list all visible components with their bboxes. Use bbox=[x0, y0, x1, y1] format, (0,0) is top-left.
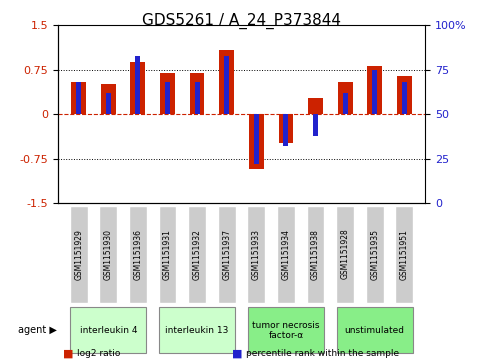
Bar bbox=[372, 70, 377, 114]
FancyBboxPatch shape bbox=[218, 206, 236, 303]
FancyBboxPatch shape bbox=[247, 206, 265, 303]
Bar bbox=[249, 114, 264, 169]
Text: GSM1151930: GSM1151930 bbox=[104, 229, 113, 280]
Text: log2 ratio: log2 ratio bbox=[77, 350, 121, 358]
Text: GSM1151932: GSM1151932 bbox=[193, 229, 201, 280]
FancyBboxPatch shape bbox=[188, 206, 206, 303]
Text: GSM1151937: GSM1151937 bbox=[222, 229, 231, 280]
Bar bbox=[106, 93, 111, 114]
FancyBboxPatch shape bbox=[159, 307, 235, 353]
Bar bbox=[165, 82, 170, 114]
Text: interleukin 13: interleukin 13 bbox=[165, 326, 229, 335]
FancyBboxPatch shape bbox=[307, 206, 325, 303]
Bar bbox=[397, 76, 412, 114]
Text: tumor necrosis
factor-α: tumor necrosis factor-α bbox=[252, 321, 320, 340]
Text: GSM1151951: GSM1151951 bbox=[400, 229, 409, 280]
FancyBboxPatch shape bbox=[99, 206, 117, 303]
Bar bbox=[402, 82, 407, 114]
Text: GSM1151933: GSM1151933 bbox=[252, 229, 261, 280]
Bar bbox=[254, 114, 259, 164]
FancyBboxPatch shape bbox=[396, 206, 413, 303]
FancyBboxPatch shape bbox=[336, 206, 354, 303]
Bar bbox=[76, 82, 81, 114]
Text: percentile rank within the sample: percentile rank within the sample bbox=[246, 350, 399, 358]
FancyBboxPatch shape bbox=[70, 307, 146, 353]
Text: GDS5261 / A_24_P373844: GDS5261 / A_24_P373844 bbox=[142, 13, 341, 29]
Text: GSM1151929: GSM1151929 bbox=[74, 229, 83, 280]
Text: GSM1151938: GSM1151938 bbox=[311, 229, 320, 280]
FancyBboxPatch shape bbox=[158, 206, 176, 303]
Text: GSM1151934: GSM1151934 bbox=[282, 229, 290, 280]
Bar bbox=[342, 93, 348, 114]
Text: GSM1151935: GSM1151935 bbox=[370, 229, 379, 280]
Text: ■: ■ bbox=[232, 349, 242, 359]
FancyBboxPatch shape bbox=[70, 206, 87, 303]
Bar bbox=[160, 73, 175, 114]
Bar bbox=[190, 73, 204, 114]
Bar bbox=[135, 56, 141, 114]
Text: agent ▶: agent ▶ bbox=[17, 325, 57, 335]
FancyBboxPatch shape bbox=[129, 206, 147, 303]
Bar bbox=[101, 83, 116, 114]
Text: GSM1151928: GSM1151928 bbox=[341, 229, 350, 280]
Text: unstimulated: unstimulated bbox=[345, 326, 405, 335]
FancyBboxPatch shape bbox=[248, 307, 324, 353]
Text: GSM1151931: GSM1151931 bbox=[163, 229, 172, 280]
Bar bbox=[313, 114, 318, 136]
Bar bbox=[338, 82, 353, 114]
FancyBboxPatch shape bbox=[366, 206, 384, 303]
Bar bbox=[308, 98, 323, 114]
Bar bbox=[71, 82, 86, 114]
Bar bbox=[284, 114, 288, 146]
Text: ■: ■ bbox=[63, 349, 73, 359]
FancyBboxPatch shape bbox=[277, 206, 295, 303]
Bar bbox=[367, 66, 382, 114]
FancyBboxPatch shape bbox=[337, 307, 413, 353]
Bar bbox=[279, 114, 293, 143]
Bar bbox=[195, 82, 199, 114]
Bar bbox=[219, 50, 234, 114]
Bar bbox=[130, 62, 145, 114]
Bar bbox=[224, 56, 229, 114]
Text: GSM1151936: GSM1151936 bbox=[133, 229, 142, 280]
Text: interleukin 4: interleukin 4 bbox=[80, 326, 137, 335]
